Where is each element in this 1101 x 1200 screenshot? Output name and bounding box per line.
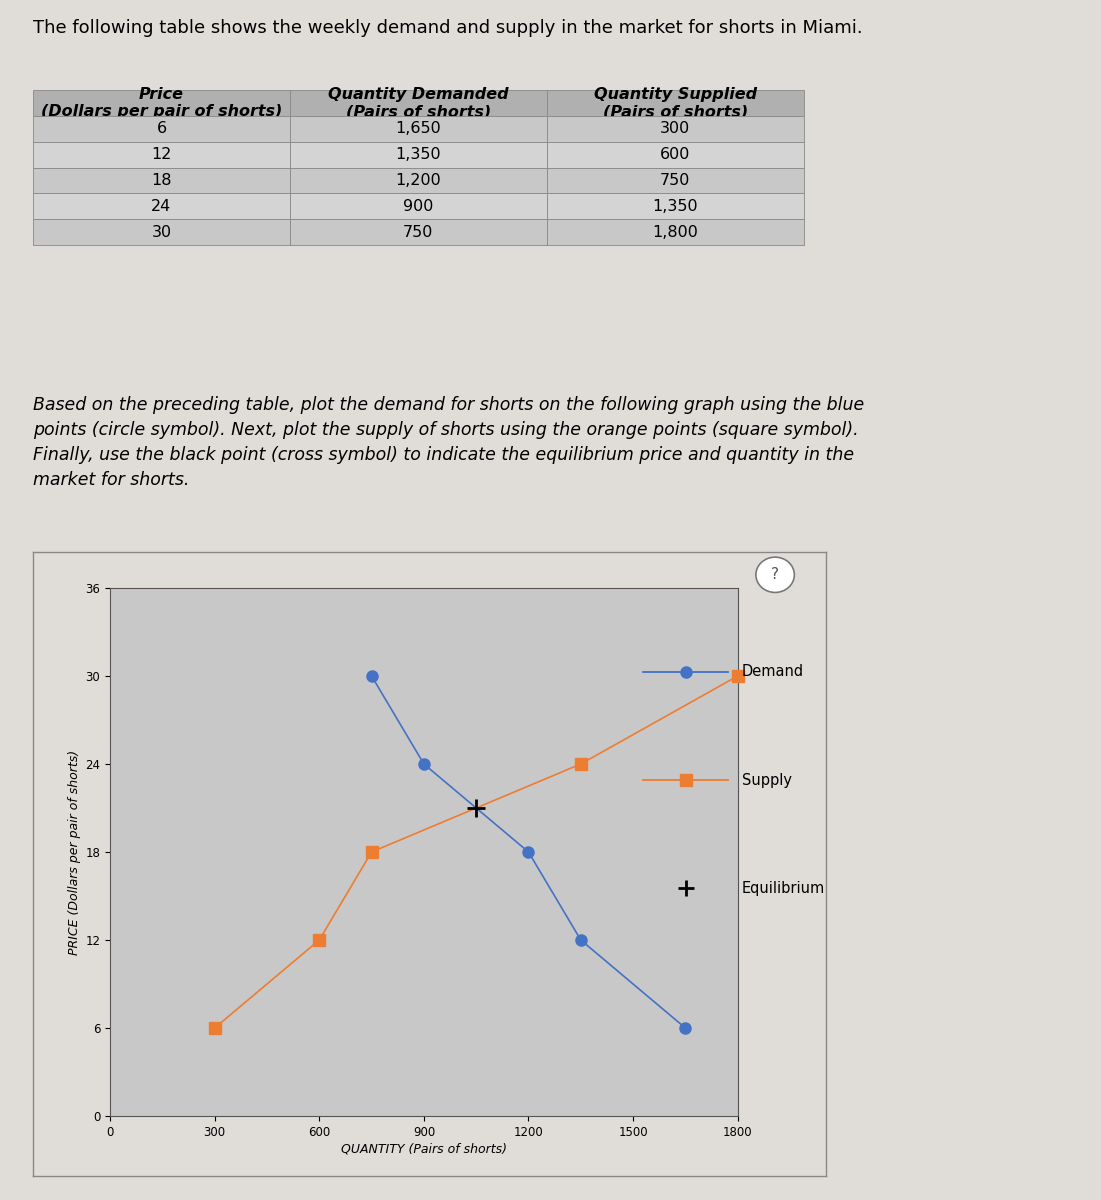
Y-axis label: PRICE (Dollars per pair of shorts): PRICE (Dollars per pair of shorts) [68, 750, 81, 954]
X-axis label: QUANTITY (Pairs of shorts): QUANTITY (Pairs of shorts) [341, 1142, 506, 1156]
Circle shape [756, 557, 794, 593]
Text: Supply: Supply [742, 773, 792, 787]
Text: Demand: Demand [742, 665, 804, 679]
Text: ?: ? [771, 568, 780, 582]
Text: Equilibrium: Equilibrium [742, 881, 825, 895]
Text: Based on the preceding table, plot the demand for shorts on the following graph : Based on the preceding table, plot the d… [33, 396, 864, 490]
Text: The following table shows the weekly demand and supply in the market for shorts : The following table shows the weekly dem… [33, 18, 863, 36]
